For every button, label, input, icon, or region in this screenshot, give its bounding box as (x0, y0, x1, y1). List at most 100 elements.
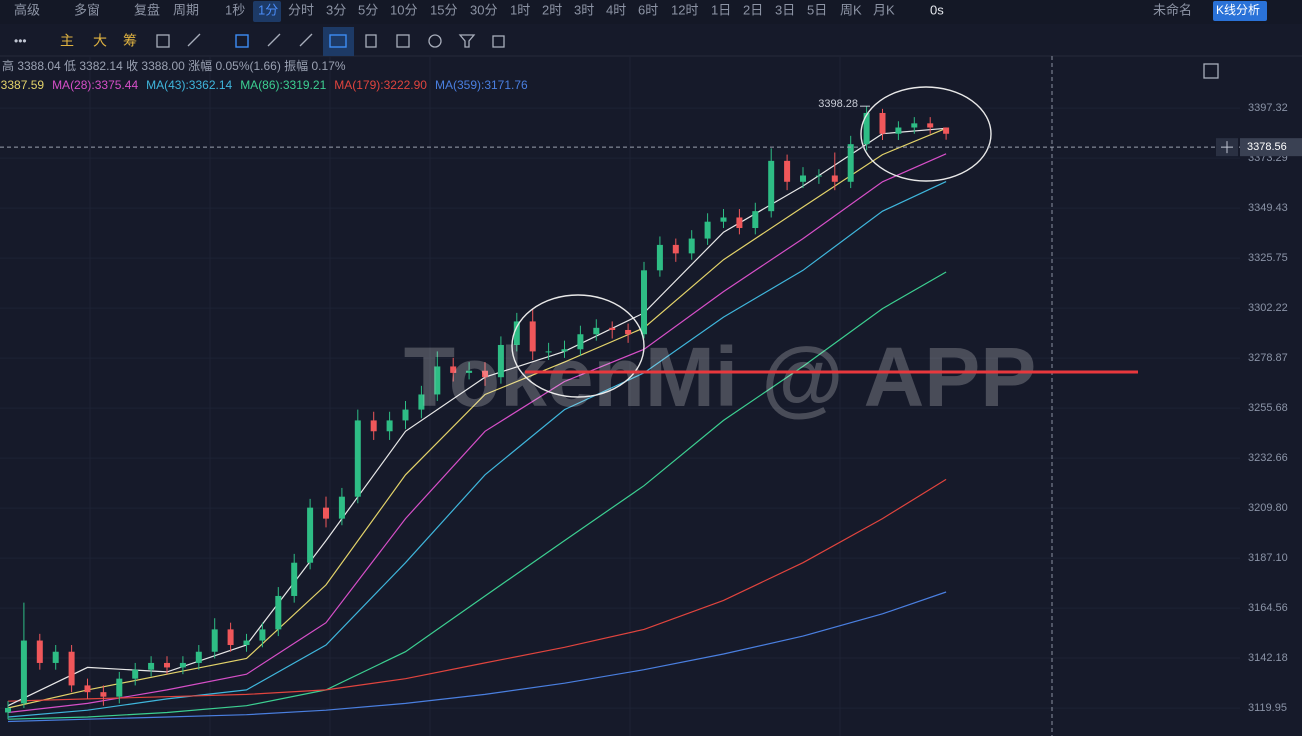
y-tick-label: 3232.66 (1248, 452, 1288, 464)
toolbar-item[interactable]: 1时 (510, 2, 530, 17)
y-tick-label: 3397.32 (1248, 102, 1288, 114)
icon[interactable] (492, 35, 505, 48)
high-marker: 3398.28 (818, 98, 858, 110)
candle-body (148, 662, 155, 670)
tool-icons (235, 34, 347, 48)
toolbar-item[interactable]: 3分 (326, 2, 346, 17)
candle-body (227, 629, 234, 646)
analysis-btn[interactable] (1213, 1, 1267, 21)
candle-body (736, 217, 743, 229)
ma-line (7, 478, 947, 702)
toolbar-item[interactable]: 1日 (711, 2, 731, 17)
icon[interactable] (267, 33, 281, 47)
candle-body (52, 651, 59, 663)
candle-body (68, 651, 75, 686)
toolbar-item[interactable]: 12时 (671, 2, 698, 17)
toolbar-item[interactable]: 0s (930, 2, 944, 17)
y-tick-label: 3187.10 (1248, 552, 1288, 564)
tool-row (0, 24, 1302, 56)
candle-body (863, 112, 870, 145)
legend-entry: MA(28):3375.44 (52, 78, 138, 92)
toolbar-item[interactable]: 5日 (807, 2, 827, 17)
ma-line (7, 271, 947, 720)
ma-line (7, 153, 947, 714)
toolbar-item[interactable]: 高级 (14, 2, 40, 17)
candle-body (831, 175, 838, 182)
candle-body (164, 662, 170, 668)
icon[interactable] (365, 34, 377, 48)
candle-body (179, 662, 186, 668)
candle-body (911, 123, 918, 128)
toolbar-item[interactable]: 5分 (358, 2, 378, 17)
ma-line (7, 591, 947, 723)
toolbar-item[interactable]: 周K (840, 2, 862, 17)
active-tool (323, 27, 354, 56)
candle-body (847, 144, 854, 182)
candle-body (466, 370, 473, 373)
candle-body (497, 344, 504, 378)
more[interactable]: ••• (14, 34, 27, 48)
icon[interactable] (458, 34, 476, 48)
icon[interactable] (396, 34, 410, 48)
toolbar-item[interactable]: 1分 (258, 2, 278, 17)
watermark: TokenMi @ APP (404, 330, 1037, 424)
toolbar-item[interactable]: 1秒 (225, 2, 245, 17)
candle-body (275, 595, 282, 630)
drawn-ellipse (511, 294, 645, 398)
candle-body (354, 420, 361, 497)
toolbar-item[interactable]: 3日 (775, 2, 795, 17)
icon[interactable] (1203, 63, 1219, 79)
candle-body (561, 349, 568, 352)
toolbar-item[interactable]: 2时 (542, 2, 562, 17)
tool[interactable]: 筹 (123, 33, 137, 49)
toolbar-item[interactable]: 15分 (430, 2, 457, 17)
legend-entry: MA(86):3319.21 (240, 78, 326, 92)
candle-body (100, 692, 107, 697)
icon[interactable] (428, 34, 442, 48)
tool[interactable]: 大 (93, 33, 107, 49)
toolbar-item[interactable]: 分时 (288, 2, 314, 17)
candle-body (641, 270, 647, 335)
candle-body (704, 221, 711, 239)
toolbar-item[interactable]: K线分析 (1216, 3, 1260, 17)
candle-body (593, 327, 600, 335)
toolbar-item[interactable]: 未命名 (1153, 2, 1192, 17)
y-tick-label: 3255.68 (1248, 402, 1288, 414)
candle-body (545, 351, 552, 353)
y-tick-label: 3142.18 (1248, 652, 1288, 664)
toolbar-item[interactable]: 周期 (173, 2, 199, 17)
candle-body (815, 175, 822, 177)
icon[interactable] (235, 34, 249, 48)
tool[interactable]: 主 (60, 33, 74, 49)
candle-body (688, 238, 695, 254)
candle-body (307, 507, 314, 563)
toolbar-item[interactable]: 6时 (638, 2, 658, 17)
candle-body (656, 244, 663, 271)
toolbar-item[interactable]: 3时 (574, 2, 594, 17)
toolbar-item[interactable]: 4时 (606, 2, 626, 17)
y-tick-label: 3119.95 (1248, 702, 1287, 714)
candle-body (338, 496, 345, 519)
candle-body (672, 244, 679, 254)
toolbar-item[interactable]: 30分 (470, 2, 497, 17)
y-tick-label: 3278.87 (1248, 352, 1288, 364)
toolbar-item[interactable]: 复盘 (134, 2, 160, 17)
icon[interactable] (187, 33, 201, 47)
toolbar-item[interactable]: 2日 (743, 2, 763, 17)
toolbar: 高级 多窗 复盘 周期 1秒 1分 分时 3分 5分 10分 15分 30分 1时 2时 3时 4时 6时 12时… (14, 2, 1260, 17)
candle-body (752, 211, 759, 229)
tool-icons (156, 33, 1219, 79)
icon[interactable] (329, 34, 347, 48)
toolbar-item[interactable]: 多窗 (74, 2, 100, 17)
candle-body (784, 160, 791, 182)
toolbar-item[interactable]: 10分 (390, 2, 417, 17)
candle-body (402, 409, 409, 421)
toolbar-item[interactable]: 月K (873, 2, 895, 17)
candle-body (323, 507, 329, 519)
candle-body (259, 629, 266, 641)
icon[interactable] (299, 33, 313, 47)
candle-body (720, 217, 727, 222)
last-price-box (1240, 138, 1302, 157)
icon[interactable] (156, 34, 170, 48)
